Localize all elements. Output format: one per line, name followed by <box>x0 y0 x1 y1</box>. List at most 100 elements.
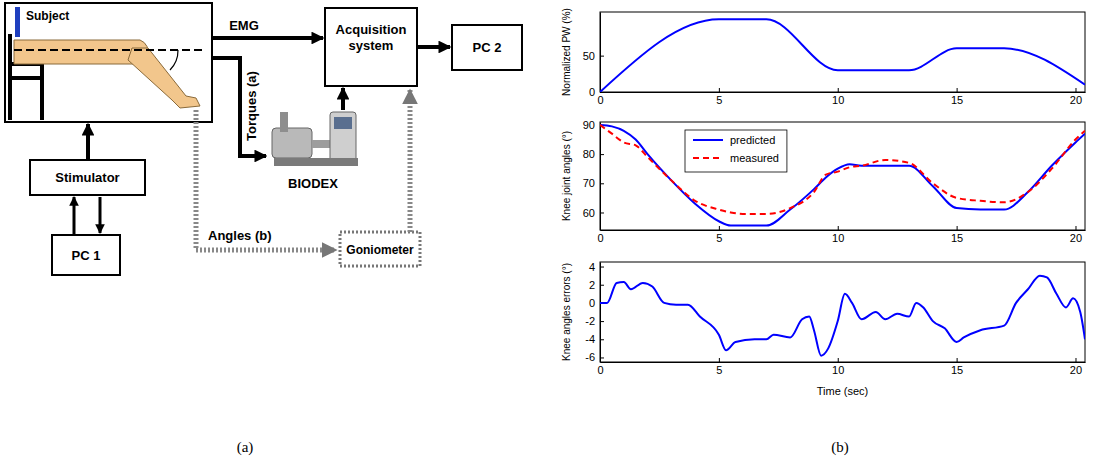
tick-label: 5 <box>716 232 722 244</box>
biodex-part <box>330 112 356 164</box>
goniometer-box <box>340 232 420 266</box>
tick-mark <box>600 339 604 340</box>
pc1-box <box>52 235 120 275</box>
node-label: PC 1 <box>72 248 101 263</box>
tick: -2 <box>585 315 604 327</box>
tick-label: 90 <box>583 119 595 131</box>
biodex-part <box>274 158 358 166</box>
arrow <box>86 124 90 160</box>
y-axis: -6-4-2024 <box>585 261 604 364</box>
tick: 60 <box>583 207 604 219</box>
tick-mark <box>600 357 604 358</box>
y-axis-title: Knee joint angles (°) <box>561 131 572 221</box>
x-axis: 05101520 <box>597 358 1085 376</box>
legend-box <box>685 130 787 172</box>
tick-mark <box>719 226 720 230</box>
biodex-part <box>334 117 352 129</box>
tick-label: 10 <box>832 364 844 376</box>
shin <box>128 48 200 108</box>
tick-label: 5 <box>716 364 722 376</box>
legend-label: predicted <box>730 134 775 146</box>
pc2-box <box>452 25 522 70</box>
axis-line <box>600 123 601 231</box>
tick-label: 5 <box>716 94 722 106</box>
stimulator-box <box>30 160 145 195</box>
tick-mark <box>719 88 720 92</box>
tick-label: 60 <box>583 207 595 219</box>
y-axis: 050 <box>583 13 604 99</box>
panel-label: (a) <box>237 439 254 456</box>
tick: 15 <box>951 88 963 106</box>
arrow <box>341 88 345 110</box>
tick: 20 <box>1070 226 1082 244</box>
arrow <box>212 58 266 156</box>
diagram: Subject Acquisitionsystem PC 2 EMG Torques (… <box>5 3 522 275</box>
legend: predictedmeasured <box>685 130 787 172</box>
tick-label: 15 <box>951 94 963 106</box>
marks <box>600 19 1085 92</box>
tick-mark <box>957 88 958 92</box>
subject-box <box>5 3 212 122</box>
biodex-part <box>312 140 332 148</box>
tick-label: 20 <box>1070 94 1082 106</box>
tick-label: 20 <box>1070 364 1082 376</box>
tick-label: 0 <box>597 232 603 244</box>
tick-mark <box>957 226 958 230</box>
node-label: Goniometer <box>346 243 414 257</box>
tick: 2 <box>589 279 604 291</box>
tick-mark <box>600 321 604 322</box>
marks <box>600 276 1085 356</box>
series-line <box>600 276 1085 356</box>
series-line <box>600 125 1085 214</box>
hatched-arrow <box>408 90 413 232</box>
tick-mark <box>600 56 604 57</box>
figure: Subject Acquisitionsystem PC 2 EMG Torques (… <box>0 0 1099 467</box>
plot-frame <box>600 12 1085 92</box>
node-label-line: system <box>349 38 394 53</box>
tick: 5 <box>716 226 722 244</box>
series-line <box>600 19 1085 92</box>
marks <box>600 125 1085 226</box>
tick-label: 10 <box>832 94 844 106</box>
tick-mark <box>600 154 604 155</box>
tick-mark <box>600 285 604 286</box>
edge-label: Torques (a) <box>244 71 259 141</box>
tick-label: -4 <box>585 333 595 345</box>
node-label: Acquisitionsystem <box>336 22 407 53</box>
biodex-part <box>280 112 288 132</box>
tick-label: -2 <box>585 315 595 327</box>
tick-label: 0 <box>589 297 595 309</box>
chart: 0510152060708090Knee joint angles (°)pre… <box>561 119 1086 244</box>
tick-label: 15 <box>951 232 963 244</box>
tick-label: 50 <box>583 50 595 62</box>
axis-line <box>600 13 601 93</box>
tick-label: 20 <box>1070 232 1082 244</box>
node-label-line: Acquisition <box>336 22 407 37</box>
tick: 10 <box>832 226 844 244</box>
subject-marker <box>15 7 20 37</box>
node-label: Subject <box>26 9 69 23</box>
tick: 15 <box>951 226 963 244</box>
tick-label: 10 <box>832 232 844 244</box>
arrow <box>212 36 323 40</box>
hatched-arrow <box>196 110 336 250</box>
y-axis-title: Knee angles errors (°) <box>561 263 572 361</box>
y-axis: 60708090 <box>583 119 604 231</box>
arrow <box>99 197 102 233</box>
tick-label: 0 <box>597 94 603 106</box>
legend-swatch <box>693 157 723 159</box>
x-axis: 0 5 10 15 20 <box>597 88 1085 106</box>
tick-mark <box>600 183 604 184</box>
axis-line <box>600 263 601 363</box>
edge-label: EMG <box>229 18 259 33</box>
edge-label: Angles (b) <box>208 228 272 243</box>
node-label: PC 2 <box>473 40 502 55</box>
biodex-part <box>272 128 312 158</box>
plot-frame <box>600 122 1085 230</box>
tick-label: 80 <box>583 148 595 160</box>
tick-mark <box>600 92 604 93</box>
tick: 80 <box>583 148 604 160</box>
legend-swatch <box>693 139 723 141</box>
arrow <box>73 197 76 235</box>
tick-mark <box>719 358 720 362</box>
